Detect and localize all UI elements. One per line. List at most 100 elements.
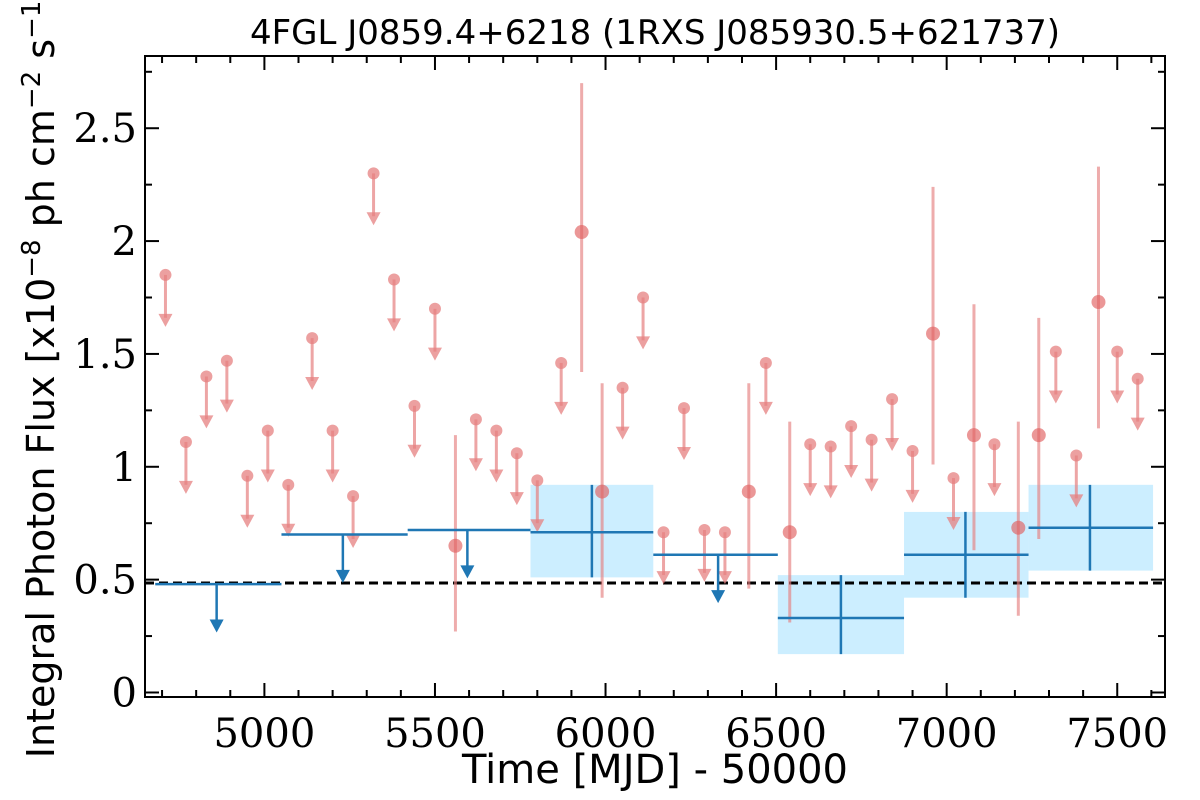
short-upper-limit-arrow — [656, 571, 671, 585]
short-upper-limit-point — [510, 447, 523, 460]
short-upper-limit-arrow — [178, 480, 193, 494]
long-upper-limit-arrow — [460, 565, 475, 579]
short-upper-limit-point — [759, 356, 772, 369]
short-upper-limit-arrow — [199, 415, 214, 429]
short-detection-point — [574, 225, 589, 240]
short-upper-limit-point — [657, 526, 670, 539]
short-upper-limit-point — [1131, 372, 1144, 385]
y-tick-label: 1.5 — [73, 332, 137, 378]
short-upper-limit-point — [1111, 345, 1124, 358]
y-axis-label-part2: ph cm — [19, 109, 63, 239]
short-upper-limit-point — [159, 268, 172, 281]
short-upper-limit-point — [531, 474, 544, 487]
short-upper-limit-arrow — [281, 523, 296, 537]
short-upper-limit-point — [408, 399, 421, 412]
short-upper-limit-point — [865, 433, 878, 446]
short-upper-limit-point — [804, 438, 817, 451]
short-upper-limit-point — [241, 469, 254, 482]
short-upper-limit-point — [326, 424, 339, 437]
short-upper-limit-point — [616, 381, 629, 394]
short-upper-limit-arrow — [1130, 417, 1145, 431]
y-tick-label: 1 — [112, 445, 137, 491]
short-upper-limit-point — [886, 393, 899, 406]
plot-frame — [144, 55, 1166, 698]
y-axis-label-part: Integral Photon Flux [x10 — [19, 278, 63, 759]
short-upper-limit-arrow — [240, 514, 255, 528]
short-detection-point — [741, 484, 756, 499]
short-upper-limit-arrow — [823, 485, 838, 499]
y-tick-label: 2 — [112, 219, 137, 265]
short-detection-point — [595, 484, 610, 499]
long-upper-limit-arrow — [209, 619, 224, 633]
y-axis-label-exp3: −1 — [17, 1, 47, 39]
short-upper-limit-arrow — [758, 401, 773, 415]
short-upper-limit-arrow — [509, 492, 524, 506]
short-detection-point — [1011, 520, 1026, 535]
short-upper-limit-point — [261, 424, 274, 437]
short-upper-limit-point — [988, 438, 1001, 451]
y-axis-label-part3: s — [19, 39, 63, 71]
short-upper-limit-arrow — [905, 489, 920, 503]
short-upper-limit-arrow — [554, 401, 569, 415]
short-upper-limit-arrow — [489, 469, 504, 483]
short-detection-point — [966, 428, 981, 443]
short-upper-limit-arrow — [803, 483, 818, 497]
y-axis-label-exp2: −2 — [17, 71, 47, 109]
short-detection-point — [448, 538, 463, 553]
short-upper-limit-arrow — [1069, 494, 1084, 508]
y-axis-label-exp1: −8 — [17, 239, 47, 277]
short-upper-limit-arrow — [325, 469, 340, 483]
long-upper-limit-arrow — [711, 590, 726, 604]
short-upper-limit-arrow — [387, 318, 402, 332]
y-tick-label: 0.5 — [73, 558, 137, 604]
short-upper-limit-arrow — [885, 437, 900, 451]
short-upper-limit-point — [220, 354, 233, 367]
short-upper-limit-point — [698, 523, 711, 536]
x-tick-label: 7000 — [896, 711, 998, 757]
short-detection-point — [1091, 295, 1106, 310]
short-upper-limit-point — [367, 167, 380, 180]
short-upper-limit-arrow — [864, 478, 879, 492]
short-upper-limit-point — [490, 424, 503, 437]
y-tick-label: 0 — [112, 670, 137, 716]
short-upper-limit-arrow — [697, 568, 712, 582]
short-upper-limit-point — [824, 440, 837, 453]
short-upper-limit-arrow — [676, 446, 691, 460]
short-upper-limit-point — [637, 291, 650, 304]
short-upper-limit-arrow — [844, 465, 859, 479]
x-tick-label: 7500 — [1066, 711, 1168, 757]
plot-area: 5000 5500 6000 6500 7000 7500 0 0.5 1 1.5 2 2.5 — [73, 55, 1168, 757]
short-upper-limit-arrow — [987, 483, 1002, 497]
x-tick-label: 5000 — [213, 711, 315, 757]
short-upper-limit-arrow — [366, 212, 381, 226]
chart-title: 4FGL J0859.4+6218 (1RXS J085930.5+621737… — [250, 13, 1060, 53]
y-tick-label: 2.5 — [73, 106, 137, 152]
short-upper-limit-arrow — [468, 458, 483, 472]
short-detection-point — [926, 326, 941, 341]
y-axis-label: Integral Photon Flux [x10−8 ph cm−2 s−1] — [17, 0, 63, 758]
short-upper-limit-arrow — [158, 313, 173, 327]
short-upper-limit-arrow — [407, 444, 422, 458]
short-upper-limit-point — [306, 332, 319, 345]
short-upper-limit-arrow — [219, 399, 234, 413]
short-upper-limit-point — [947, 472, 960, 485]
y-axis-label-end: ] — [19, 0, 63, 1]
short-upper-limit-arrow — [305, 377, 320, 391]
short-upper-limit-arrow — [717, 571, 732, 585]
short-detection-point — [1031, 428, 1046, 443]
short-upper-limit-arrow — [530, 519, 545, 533]
short-upper-limit-point — [555, 356, 568, 369]
short-upper-limit-point — [1049, 345, 1062, 358]
short-upper-limit-arrow — [260, 469, 275, 483]
x-tick-label: 6500 — [725, 711, 827, 757]
short-upper-limit-point — [388, 273, 401, 286]
short-upper-limit-arrow — [427, 347, 442, 361]
short-upper-limit-point — [845, 420, 858, 433]
short-upper-limit-point — [282, 478, 295, 491]
short-upper-limit-arrow — [1110, 390, 1125, 404]
short-upper-limit-point — [1070, 449, 1083, 462]
short-upper-limit-arrow — [346, 535, 361, 549]
short-upper-limit-point — [347, 490, 360, 503]
short-upper-limit-arrow — [636, 336, 651, 350]
